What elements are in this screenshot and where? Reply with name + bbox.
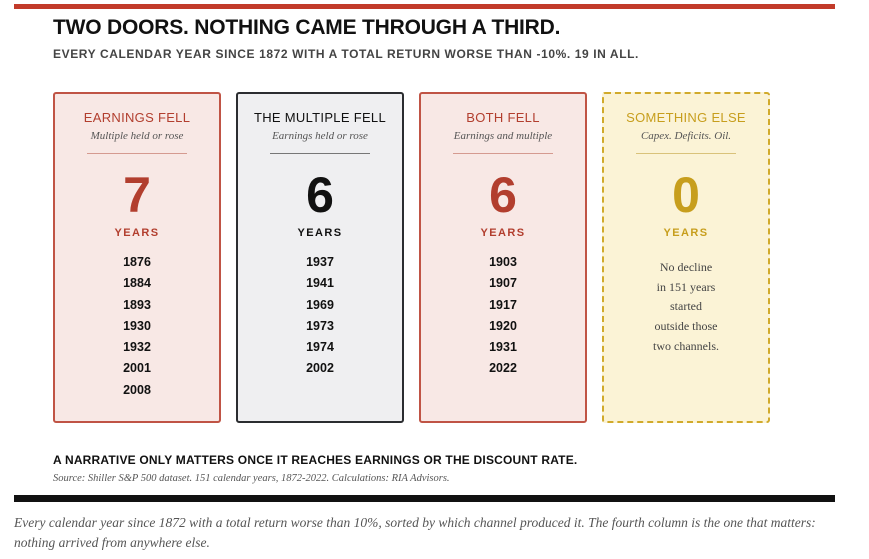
column-note: No decline in 151 years started outside …	[653, 260, 719, 353]
column-earnings-fell: EARNINGS FELL Multiple held or rose 7 YE…	[53, 92, 221, 423]
column-multiple-fell: THE MULTIPLE FELL Earnings held or rose …	[236, 92, 404, 423]
year-item: 2001	[123, 361, 151, 376]
year-item: 2008	[123, 382, 151, 397]
column-count: 6	[306, 167, 334, 223]
column-count: 6	[489, 167, 517, 223]
column-unit: YEARS	[114, 227, 160, 239]
year-item: 1932	[123, 340, 151, 355]
year-item: 1893	[123, 297, 151, 312]
column-divider	[87, 153, 187, 154]
column-heading: BOTH FELL	[466, 110, 540, 125]
figure-bottom-rule	[14, 495, 835, 502]
year-list: 1903 1907 1917 1920 1931 2022	[421, 252, 585, 380]
year-item: 1884	[123, 276, 151, 291]
column-count: 7	[123, 167, 151, 223]
year-item: 1969	[306, 297, 334, 312]
column-subheading: Capex. Deficits. Oil.	[640, 130, 732, 142]
column-subheading: Multiple held or rose	[90, 130, 184, 142]
column-divider	[636, 153, 736, 154]
year-item: 1903	[489, 255, 517, 269]
column-unit: YEARS	[663, 227, 709, 239]
column-divider	[453, 153, 553, 154]
year-item: 1941	[306, 276, 334, 291]
figure-title: TWO DOORS. NOTHING CAME THROUGH A THIRD.	[53, 16, 561, 39]
figure-caption: Every calendar year since 1872 with a to…	[14, 515, 816, 550]
column-unit: YEARS	[480, 227, 526, 239]
year-item: 2002	[306, 361, 334, 376]
year-item: 1930	[123, 318, 151, 333]
year-item: 2022	[489, 361, 517, 376]
figure-takeaway: A NARRATIVE ONLY MATTERS ONCE IT REACHES…	[53, 453, 578, 467]
year-item: 1917	[489, 297, 517, 312]
column-divider	[270, 153, 370, 154]
column-subheading: Earnings held or rose	[272, 130, 368, 142]
year-item: 1974	[306, 340, 334, 355]
column-heading: THE MULTIPLE FELL	[253, 110, 386, 125]
year-item: 1937	[306, 255, 334, 269]
column-count: 0	[672, 167, 700, 223]
column-something-else: SOMETHING ELSE Capex. Deficits. Oil. 0 Y…	[602, 92, 770, 423]
year-item: 1931	[489, 340, 517, 355]
figure-subtitle: EVERY CALENDAR YEAR SINCE 1872 WITH A TO…	[53, 47, 639, 61]
year-item: 1973	[306, 318, 334, 333]
column-heading: SOMETHING ELSE	[626, 110, 746, 125]
column-heading: EARNINGS FELL	[83, 110, 191, 125]
column-unit: YEARS	[297, 227, 343, 239]
year-item: 1920	[489, 318, 517, 333]
column-subheading: Earnings and multiple	[453, 130, 553, 142]
year-list: 1937 1941 1969 1973 1974 2002	[238, 252, 402, 380]
year-item: 1876	[123, 255, 151, 269]
figure-source: Source: Shiller S&P 500 dataset. 151 cal…	[53, 473, 450, 484]
column-both-fell: BOTH FELL Earnings and multiple 6 YEARS …	[419, 92, 587, 423]
year-item: 1907	[489, 276, 517, 291]
year-list: 1876 1884 1893 1930 1932 2001 2008	[55, 252, 219, 401]
